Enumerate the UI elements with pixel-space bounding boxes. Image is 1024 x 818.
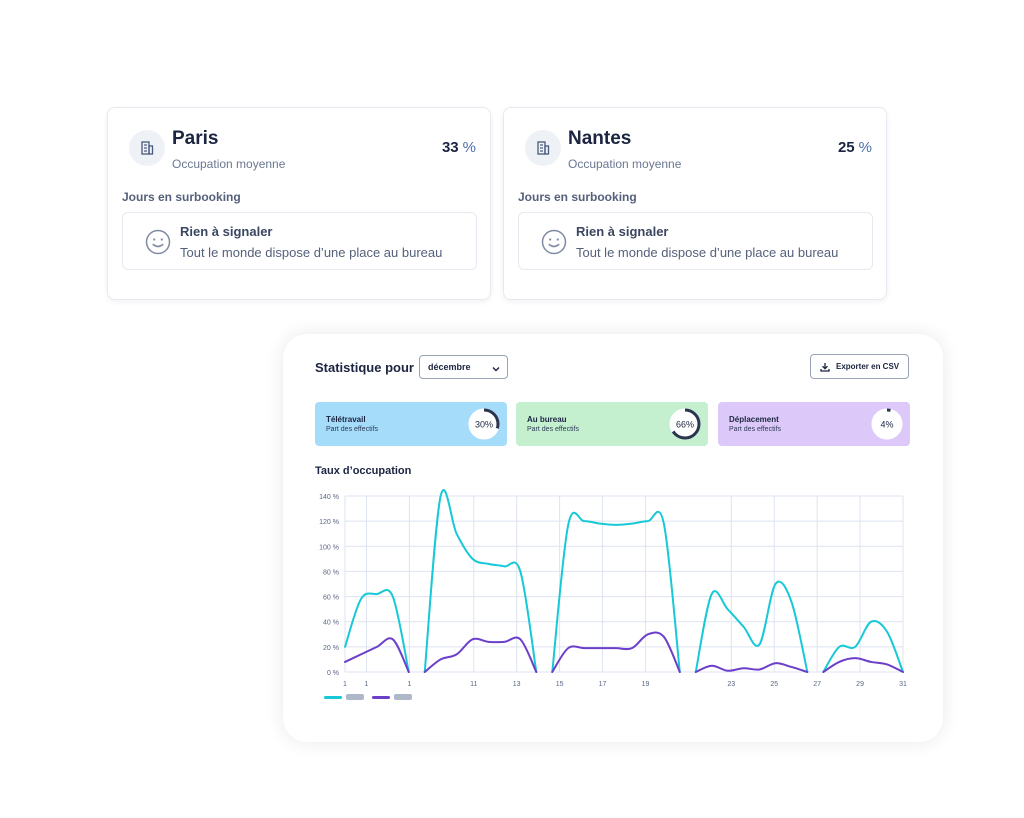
building-icon <box>129 130 165 166</box>
series-1-line <box>423 489 538 673</box>
download-icon <box>820 362 830 374</box>
notice-text: Tout le monde dispose d’une place au bur… <box>180 245 443 260</box>
kpi-title: Déplacement <box>729 415 779 424</box>
occupation-unit: % <box>462 139 476 156</box>
kpi-value: 66% <box>676 420 694 430</box>
y-tick-label: 120 % <box>319 519 339 526</box>
kpi-deplacement: Déplacement Part des effectifs 4% <box>718 402 910 446</box>
series-1-line <box>551 510 681 673</box>
occupation-chart: 0 %20 %40 %60 %80 %100 %120 %140 %1 1 1 11 1… <box>319 489 907 688</box>
smiley-icon <box>541 229 567 260</box>
surbooking-label: Jours en surbooking <box>518 190 637 204</box>
notice-title: Rien à signaler <box>180 224 273 239</box>
site-subtitle: Occupation moyenne <box>172 157 286 171</box>
export-csv-button[interactable]: Exporter en CSV <box>810 354 909 379</box>
site-card-nantes: Nantes Occupation moyenne 25% Jours en s… <box>503 107 887 300</box>
kpi-title: Télétravail <box>326 415 366 424</box>
kpi-ring: 4% <box>871 408 903 440</box>
site-card-paris: Paris Occupation moyenne 33% Jours en su… <box>107 107 491 300</box>
legend-line-series-2 <box>372 695 390 699</box>
kpi-value: 30% <box>475 420 493 430</box>
surbooking-notice: Rien à signaler Tout le monde dispose d’… <box>518 212 873 270</box>
smiley-icon <box>145 229 171 260</box>
kpi-ring: 30% <box>468 408 500 440</box>
series-1-line <box>694 580 809 673</box>
surbooking-label: Jours en surbooking <box>122 190 241 204</box>
legend-label-placeholder <box>346 694 364 700</box>
y-tick-label: 140 % <box>319 494 339 501</box>
y-tick-label: 0 % <box>327 670 339 677</box>
kpi-subtitle: Part des effectifs <box>326 426 379 433</box>
series-1-line <box>822 620 904 673</box>
occupation-value: 33 <box>441 139 459 156</box>
chart-title: Taux d’occupation <box>315 465 412 477</box>
notice-title: Rien à signaler <box>576 224 669 239</box>
x-tick-label: 1 <box>407 681 411 688</box>
legend-line-series-1 <box>324 695 342 699</box>
series-2-line <box>822 657 904 673</box>
x-tick-label: 27 <box>813 681 821 688</box>
x-tick-label: 11 <box>470 681 477 688</box>
x-tick-label: 1 <box>343 681 347 688</box>
occupation-value: 25 <box>837 139 855 156</box>
kpi-title: Au bureau <box>527 415 567 424</box>
kpi-teletravail: Télétravail Part des effectifs 30% <box>315 402 507 446</box>
y-tick-label: 100 % <box>319 544 339 551</box>
statistics-title: Statistique pour <box>315 360 414 375</box>
site-name: Paris <box>172 128 219 149</box>
x-tick-label: 25 <box>770 681 778 688</box>
kpi-ring: 66% <box>669 408 701 440</box>
site-occupation: 25% <box>838 139 872 156</box>
statistics-panel: Statistique pour décembre Exporter en CS… <box>283 334 943 742</box>
occupation-unit: % <box>858 139 872 156</box>
kpi-au-bureau: Au bureau Part des effectifs 66% <box>516 402 708 446</box>
month-select-value: décembre <box>428 362 471 372</box>
series-1-line <box>344 588 410 673</box>
site-name: Nantes <box>568 128 632 149</box>
x-tick-label: 23 <box>727 681 735 688</box>
x-tick-label: 15 <box>556 681 564 688</box>
x-tick-label: 31 <box>899 681 907 688</box>
kpi-subtitle: Part des effectifs <box>527 426 580 433</box>
y-tick-label: 80 % <box>323 569 339 576</box>
x-tick-label: 29 <box>856 681 864 688</box>
surbooking-notice: Rien à signaler Tout le monde dispose d’… <box>122 212 477 270</box>
y-tick-label: 60 % <box>323 595 339 602</box>
notice-text: Tout le monde dispose d’une place au bur… <box>576 245 839 260</box>
building-icon <box>525 130 561 166</box>
x-tick-label: 13 <box>513 681 521 688</box>
month-select[interactable]: décembre <box>419 355 508 379</box>
kpi-value: 4% <box>880 420 893 430</box>
kpi-subtitle: Part des effectifs <box>729 426 782 433</box>
chevron-down-icon <box>492 364 500 374</box>
series-2-line <box>344 637 410 673</box>
export-label: Exporter en CSV <box>836 362 900 371</box>
legend-label-placeholder <box>394 694 412 700</box>
y-tick-label: 20 % <box>323 645 339 652</box>
chart-legend <box>324 694 420 700</box>
series-2-line <box>423 636 538 673</box>
x-tick-label: 19 <box>642 681 650 688</box>
series-2-line <box>694 662 809 673</box>
x-tick-label: 1 <box>365 681 369 688</box>
series-2-line <box>551 631 681 673</box>
x-tick-label: 17 <box>599 681 607 688</box>
y-tick-label: 40 % <box>323 620 339 627</box>
site-subtitle: Occupation moyenne <box>568 157 682 171</box>
site-occupation: 33% <box>442 139 476 156</box>
